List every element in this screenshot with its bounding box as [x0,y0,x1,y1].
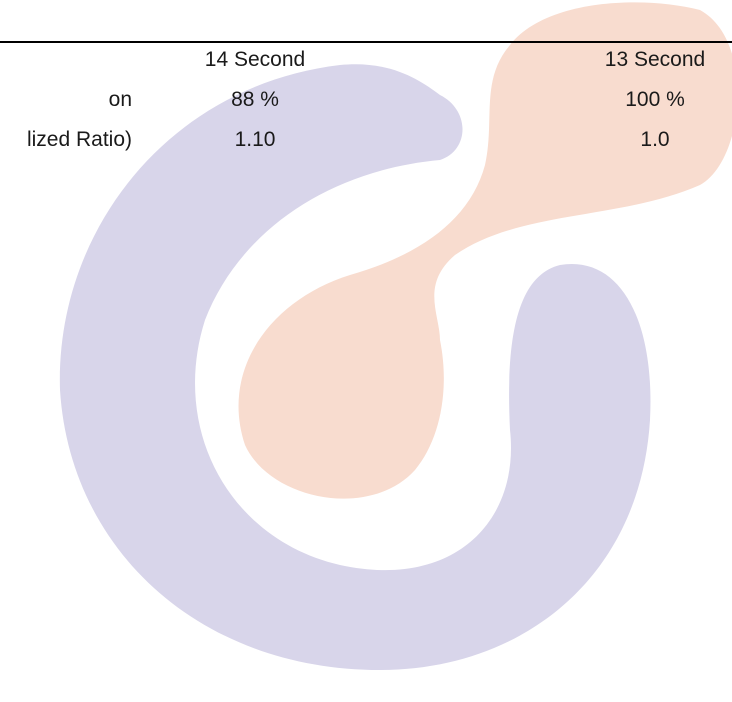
row-1-col-a: 14 Second [204,48,306,71]
table-top-rule [0,41,732,43]
row-3-col-b: 1.0 [640,128,670,151]
row-2-col-b: 100 % [625,88,685,111]
watermark-ring [59,64,651,670]
row-3-label: lized Ratio) [26,128,132,151]
row-2-label: on [108,88,132,111]
watermark-drop [238,2,732,499]
row-2-col-a: 88 % [231,88,279,111]
row-1-col-b: 13 Second [604,48,706,71]
row-3-col-a: 1.10 [234,128,276,151]
